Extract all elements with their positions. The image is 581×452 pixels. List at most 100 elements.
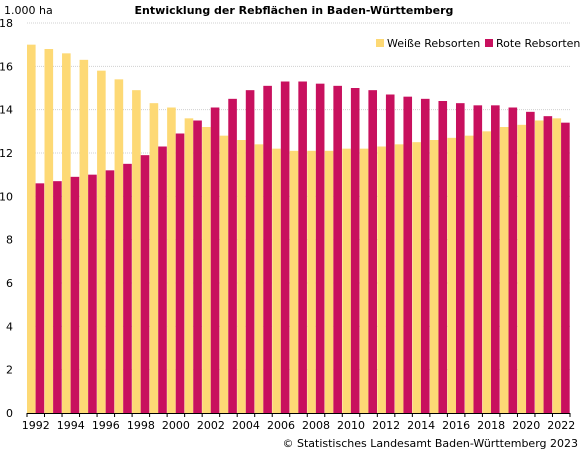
bar-rote-2010 — [350, 88, 360, 413]
x-tick-label: 2020 — [512, 419, 540, 432]
bar-rote-2003 — [228, 98, 237, 413]
bar-rote-2000 — [175, 133, 185, 413]
y-tick-label: 6 — [6, 277, 13, 290]
bar-rote-2006 — [280, 81, 290, 413]
bar-rote-2022 — [561, 122, 570, 414]
bar-rote-1997 — [123, 163, 132, 413]
bar-rote-2014 — [420, 98, 430, 413]
bar-weisse-2003 — [219, 135, 229, 413]
bar-weisse-2018 — [482, 131, 492, 414]
bar-weisse-1993 — [44, 49, 54, 413]
bar-weisse-2017 — [464, 135, 474, 413]
bar-weisse-2019 — [499, 127, 509, 413]
bar-weisse-2010 — [342, 148, 351, 413]
x-tick-label: 2006 — [267, 419, 295, 432]
bar-rote-1995 — [88, 174, 97, 413]
y-tick-label: 8 — [6, 234, 13, 247]
bar-rote-2020 — [526, 111, 535, 413]
bar-rote-2004 — [245, 90, 255, 414]
bar-weisse-2007 — [289, 150, 299, 414]
x-tick-label: 2018 — [477, 419, 505, 432]
bar-rote-2012 — [385, 94, 395, 413]
bar-rote-2015 — [438, 101, 448, 413]
x-tick-labels: 1992 1994 1996 1998 2000 2002 2004 2006 2008 2010… — [22, 413, 575, 432]
bar-weisse-1995 — [79, 59, 89, 413]
bar-rote-2005 — [263, 85, 272, 413]
bar-rote-1993 — [53, 181, 62, 413]
bar-weisse-2014 — [412, 142, 421, 413]
y-tick-label: 10 — [0, 190, 13, 203]
legend-label-rote: Rote Rebsorten — [496, 37, 580, 50]
bar-rote-1992 — [35, 183, 45, 413]
bar-weisse-2006 — [272, 148, 281, 413]
bar-rote-2007 — [298, 81, 307, 413]
bar-weisse-2021 — [534, 120, 544, 413]
legend-label-weisse: Weiße Rebsorten — [387, 37, 480, 50]
bar-rote-1994 — [70, 176, 80, 413]
x-tick-label: 2016 — [442, 419, 470, 432]
bar-rote-2011 — [368, 90, 378, 414]
x-tick-label: 1992 — [22, 419, 50, 432]
bar-weisse-1992 — [27, 44, 36, 414]
y-tick-label: 14 — [0, 104, 13, 117]
bar-weisse-2020 — [517, 124, 527, 413]
y-tick-labels: 0 2 4 6 8 10 12 14 16 18 — [0, 17, 13, 420]
y-tick-label: 2 — [6, 364, 13, 377]
bar-weisse-2002 — [202, 127, 211, 413]
bar-weisse-2009 — [324, 150, 334, 414]
source-note: © Statistisches Landesamt Baden-Württemb… — [282, 437, 578, 450]
x-tick-label: 2010 — [337, 419, 365, 432]
bar-rote-2002 — [210, 107, 220, 413]
bar-weisse-2011 — [359, 148, 369, 413]
bar-weisse-2016 — [447, 137, 456, 414]
y-tick-label: 18 — [0, 17, 13, 30]
y-tick-label: 0 — [6, 407, 13, 420]
legend-swatch-weisse — [376, 39, 384, 47]
bar-weisse-2001 — [184, 118, 194, 413]
y-tick-label: 16 — [0, 60, 13, 73]
x-tick-label: 2002 — [197, 419, 225, 432]
bar-weisse-2013 — [394, 144, 404, 414]
x-tick-label: 2014 — [407, 419, 435, 432]
legend: Weiße Rebsorten Rote Rebsorten — [376, 37, 580, 50]
bar-rote-1996 — [105, 170, 115, 413]
x-tick-label: 1994 — [57, 419, 85, 432]
series-weisse-rebsorten — [27, 44, 562, 414]
bar-weisse-2005 — [254, 144, 264, 414]
bar-weisse-2000 — [167, 107, 176, 413]
legend-swatch-rote — [485, 39, 493, 47]
x-tick-label: 2000 — [162, 419, 190, 432]
bar-weisse-1998 — [132, 90, 141, 414]
bar-weisse-1994 — [62, 53, 71, 413]
bar-rote-2017 — [473, 105, 483, 413]
bar-rote-2019 — [508, 107, 518, 413]
bar-weisse-1999 — [149, 103, 159, 414]
x-tick-label: 1996 — [92, 419, 120, 432]
chart-title: Entwicklung der Rebflächen in Baden-Würt… — [135, 4, 454, 17]
series-rote-rebsorten — [35, 81, 570, 414]
x-tick-label: 2008 — [302, 419, 330, 432]
y-tick-label: 12 — [0, 147, 13, 160]
x-tick-label: 2022 — [547, 419, 575, 432]
bar-weisse-2012 — [377, 146, 386, 413]
bar-weisse-2022 — [552, 118, 562, 413]
bar-weisse-1996 — [97, 70, 106, 414]
bar-rote-1998 — [140, 155, 150, 413]
bar-rote-2009 — [333, 85, 342, 413]
bar-weisse-2008 — [307, 150, 316, 414]
bar-rote-2001 — [193, 120, 202, 413]
bar-rote-2016 — [455, 103, 465, 414]
bar-rote-1999 — [158, 146, 167, 413]
x-tick-label: 2012 — [372, 419, 400, 432]
bar-weisse-1997 — [114, 79, 124, 413]
bar-weisse-2015 — [429, 140, 439, 413]
bar-weisse-2004 — [237, 140, 246, 413]
x-tick-label: 1998 — [127, 419, 155, 432]
bar-rote-2008 — [315, 83, 325, 414]
bar-rote-2021 — [543, 116, 553, 414]
x-tick-label: 2004 — [232, 419, 260, 432]
y-unit-label: 1.000 ha — [4, 4, 53, 17]
bar-rote-2013 — [403, 96, 413, 414]
bar-rote-2018 — [491, 105, 500, 413]
